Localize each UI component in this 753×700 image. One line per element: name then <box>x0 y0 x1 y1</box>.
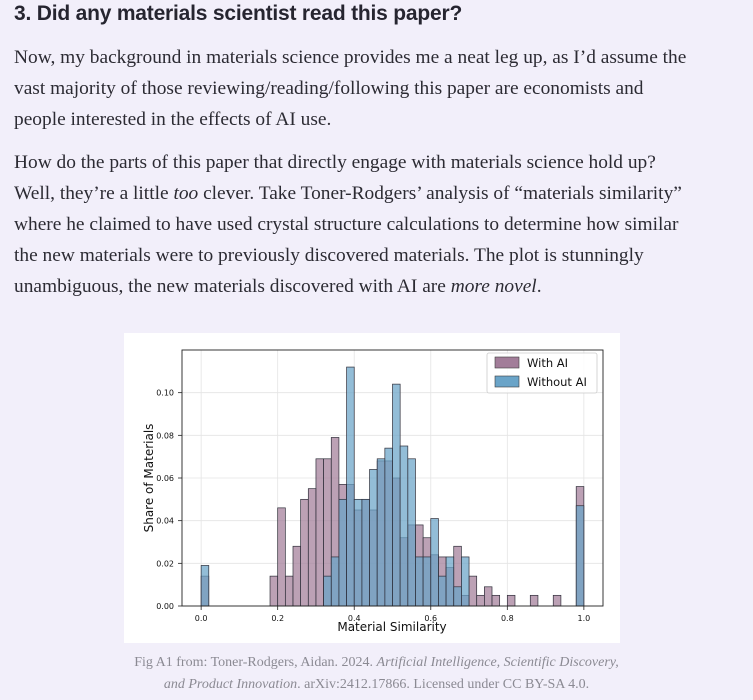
histogram-bar <box>476 594 485 607</box>
histogram-bar <box>407 458 416 607</box>
section-heading: 3. Did any materials scientist read this… <box>14 2 463 25</box>
legend: With AI Without AI <box>486 352 598 394</box>
histogram-bar <box>307 488 317 607</box>
paragraph-line: How do the parts of this paper that dire… <box>14 152 656 173</box>
emphasis-too: too <box>173 183 199 204</box>
x-axis-label: Material Similarity <box>337 620 446 634</box>
histogram-bar <box>430 518 439 607</box>
histogram-bar <box>422 556 432 607</box>
histogram-bar <box>461 556 470 607</box>
histogram-bar <box>384 447 393 607</box>
legend-label-with-ai: With AI <box>527 356 568 370</box>
x-tick-label: 0.6 <box>424 614 437 623</box>
histogram-bar <box>453 586 462 607</box>
histogram-bar <box>575 505 585 607</box>
histogram-bar <box>315 458 324 607</box>
histogram-bar <box>284 575 294 607</box>
y-axis-label: Share of Materials <box>142 424 156 533</box>
histogram-bar <box>200 565 210 607</box>
y-tick-label: 0.00 <box>156 602 174 611</box>
y-tick-label: 0.02 <box>156 559 174 568</box>
paragraph-line: where he claimed to have used crystal st… <box>14 214 679 235</box>
x-tick-label: 1.0 <box>577 614 590 623</box>
caption-text: . arXiv:2412.17866. Licensed under CC BY… <box>297 677 590 692</box>
histogram-bar <box>300 498 309 607</box>
x-tick-label: 0.4 <box>348 614 361 623</box>
histogram-bar <box>445 556 455 607</box>
x-tick-label: 0.2 <box>271 614 284 623</box>
histogram-bar <box>338 498 347 607</box>
caption-title: Artificial Intelligence, Scientific Disc… <box>376 655 619 670</box>
y-tick-label: 0.10 <box>156 389 174 398</box>
text-run: . <box>536 276 542 297</box>
y-tick-label: 0.06 <box>156 474 174 483</box>
x-tick-label: 0.0 <box>195 614 208 623</box>
histogram-bar <box>468 575 478 607</box>
text-run: Well, they’re a little <box>14 183 174 204</box>
text-run: unambiguous, the new materials discovere… <box>14 276 451 297</box>
histogram-bar <box>399 445 409 607</box>
histogram-bar <box>552 594 562 607</box>
histogram-bar <box>506 594 516 607</box>
histogram-bar <box>330 556 340 607</box>
emphasis-more-novel: more novel <box>450 276 537 297</box>
paragraph-background: Now, my background in materials science … <box>14 42 749 135</box>
x-axis-ticks: 0.0 0.2 0.4 0.6 0.8 1.0 <box>195 606 590 623</box>
caption-line: and Product Innovation. arXiv:2412.17866… <box>0 674 753 696</box>
paragraph-analysis: How do the parts of this paper that dire… <box>14 147 749 302</box>
y-axis-ticks: 0.00 0.02 0.04 0.06 0.08 0.10 <box>156 389 182 611</box>
y-tick-label: 0.08 <box>156 431 174 440</box>
histogram-bar <box>369 469 378 607</box>
paragraph-line: Well, they’re a little too clever. Take … <box>14 178 749 209</box>
histogram-bar <box>346 366 355 607</box>
histogram-bar <box>415 556 424 607</box>
paragraph-line: the new materials were to previously dis… <box>14 245 644 266</box>
caption-title: and Product Innovation <box>163 677 298 692</box>
histogram-bar <box>353 498 363 607</box>
histogram-bar <box>392 383 401 607</box>
legend-label-without-ai: Without AI <box>527 375 587 389</box>
y-tick-label: 0.04 <box>156 517 174 526</box>
paragraph-line: Now, my background in materials science … <box>14 47 687 68</box>
text-run: clever. Take Toner-Rodgers’ analysis of … <box>198 183 682 204</box>
histogram-bar <box>277 507 286 607</box>
caption-line: Fig A1 from: Toner-Rodgers, Aidan. 2024.… <box>0 652 753 674</box>
histogram-bar <box>269 575 279 607</box>
figure-histogram: 0.0 0.2 0.4 0.6 0.8 1.0 0.00 0.02 0.04 0.06 0.08 0… <box>124 333 620 643</box>
legend-swatch-with-ai <box>494 356 520 369</box>
caption-text: Fig A1 from: Toner-Rodgers, Aidan. 2024. <box>134 655 377 670</box>
histogram-bar <box>438 575 447 607</box>
histogram-bar <box>323 575 332 607</box>
histogram-bar <box>292 545 301 607</box>
paragraph-line: vast majority of those reviewing/reading… <box>14 78 644 99</box>
series-without-ai <box>200 366 585 607</box>
legend-swatch-without-ai <box>494 375 520 388</box>
histogram-chart: 0.0 0.2 0.4 0.6 0.8 1.0 0.000.020.040.060.080… <box>142 349 604 634</box>
histogram-bar <box>484 586 493 607</box>
histogram-bar <box>529 594 539 607</box>
paragraph-line: people interested in the effects of AI u… <box>14 109 332 130</box>
figure-caption: Fig A1 from: Toner-Rodgers, Aidan. 2024.… <box>0 652 753 696</box>
paragraph-line: unambiguous, the new materials discovere… <box>14 271 749 302</box>
histogram-bar <box>361 498 370 607</box>
histogram-bar <box>376 458 386 607</box>
x-tick-label: 0.8 <box>501 614 514 623</box>
histogram-bar <box>491 594 501 607</box>
